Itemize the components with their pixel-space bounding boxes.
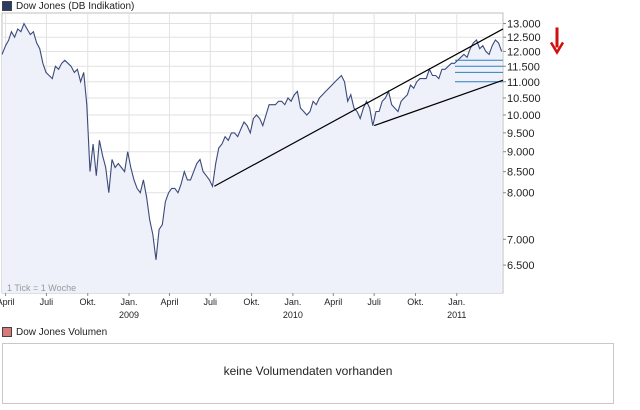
- y-tick-label: 12.000: [507, 46, 541, 58]
- price-legend: Dow Jones (DB Indikation): [2, 0, 134, 12]
- price-legend-label: Dow Jones (DB Indikation): [16, 0, 135, 12]
- x-tick-label: Juli: [40, 297, 54, 307]
- volume-panel: keine Volumendaten vorhanden: [2, 343, 614, 404]
- x-tick-label: Okt.: [407, 297, 424, 307]
- x-tick-label: Okt.: [79, 297, 96, 307]
- annotation-arrow: [549, 27, 565, 55]
- trendlines: [214, 28, 504, 187]
- price-line: [1, 22, 503, 260]
- x-tick-label: Jan.: [284, 297, 301, 307]
- horizontal-marks: [455, 59, 503, 83]
- y-tick-label: 13.000: [507, 19, 541, 31]
- y-tick-label: 11.500: [507, 61, 540, 73]
- trendline: [214, 28, 504, 187]
- y-tick-label: 9.500: [507, 128, 535, 140]
- y-tick-label: 8.000: [507, 188, 535, 200]
- x-tick-label: Juli: [367, 297, 381, 307]
- y-tick-label: 12.500: [507, 32, 541, 44]
- x-tick-label: Jan.: [448, 297, 465, 307]
- annotation-arrow-head: [549, 41, 565, 55]
- y-tick-label: 6.500: [507, 260, 535, 272]
- y-tick-label: 8.500: [507, 167, 535, 179]
- x-year-label: 2009: [119, 310, 139, 320]
- y-tick-label: 7.000: [507, 234, 535, 246]
- x-tick-label: April: [324, 297, 342, 307]
- y-tick-label: 9.000: [507, 147, 535, 159]
- y-tick-label: 11.000: [507, 77, 540, 89]
- trendline: [373, 79, 504, 127]
- x-year-label: 2010: [283, 310, 303, 320]
- volume-message: keine Volumendaten vorhanden: [223, 364, 393, 378]
- volume-legend-label: Dow Jones Volumen: [16, 326, 108, 338]
- x-tick-label: Okt.: [243, 297, 260, 307]
- x-tick-label: Jan.: [121, 297, 138, 307]
- volume-legend-swatch: [2, 327, 12, 337]
- y-axis: 6.500 7.000 8.000 8.500 9.000 9.500 10.000 10.5…: [503, 19, 541, 272]
- x-tick-label: April: [0, 297, 15, 307]
- price-chart: 6.500 7.000 8.000 8.500 9.000 9.500 10.000 10.5…: [0, 12, 565, 320]
- y-tick-label: 10.000: [507, 110, 541, 122]
- x-tick-label: April: [160, 297, 178, 307]
- price-area: [2, 23, 502, 293]
- tick-note: 1 Tick = 1 Woche: [7, 283, 76, 293]
- x-axis: April Juli Okt. Jan. 2009 April Juli Okt. Jan. 20…: [0, 293, 466, 320]
- x-year-label: 2011: [447, 310, 466, 320]
- price-legend-swatch: [2, 1, 12, 11]
- volume-legend: Dow Jones Volumen: [2, 326, 107, 338]
- x-tick-label: Juli: [204, 297, 218, 307]
- y-tick-label: 10.500: [507, 93, 541, 105]
